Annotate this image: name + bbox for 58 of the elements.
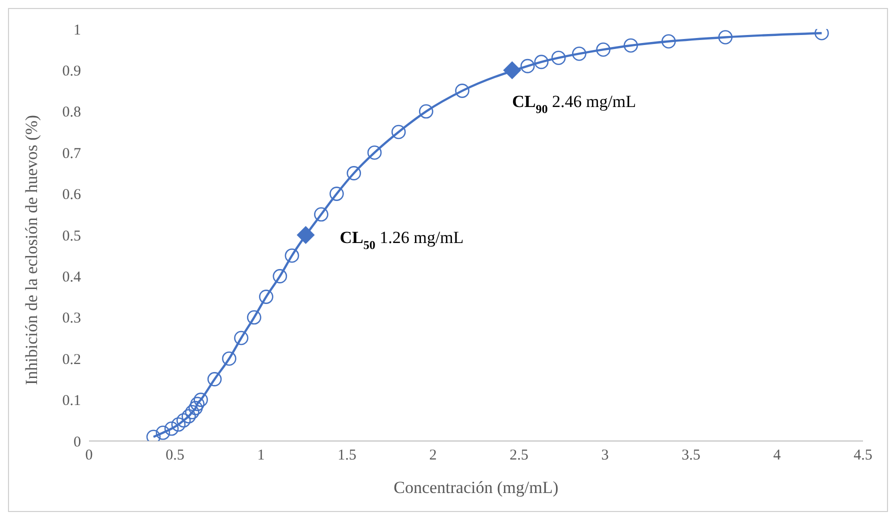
point [314,207,328,222]
point [596,42,610,57]
point [534,54,549,70]
y-tick-label: 0.1 [62,393,81,410]
point [284,248,300,263]
point [391,124,406,140]
x-tick-label: 0.5 [166,448,184,464]
x-tick-label: 3.5 [682,448,700,464]
y-tick-label: 0.7 [62,146,82,162]
y-tick-label: 0.5 [62,228,81,244]
point [234,330,248,346]
annotation: CL$_{90}$ 2.46 mg/mL [512,92,636,116]
y-tick-label: 1 [74,22,81,38]
point [520,58,535,74]
point [296,226,315,244]
point [185,405,200,420]
point [503,61,522,80]
point [259,290,274,304]
point [188,400,203,416]
point [624,38,638,53]
point [418,104,434,119]
point [194,392,208,407]
point [164,421,179,436]
y-tick-label: 0.4 [62,270,82,286]
point [207,372,222,386]
point [346,166,362,180]
annotation: CL$_{50}$ 1.26 mg/mL [340,228,464,252]
y-tick-label: 0.2 [62,352,81,368]
y-tick-label: 0.8 [62,104,81,121]
x-tick-label: 4.5 [854,448,872,464]
point [718,30,733,44]
point [182,409,196,424]
y-tick-label: 0.6 [62,187,82,204]
point [551,50,566,65]
point [330,186,344,201]
x-tick-label: 1 [257,448,265,464]
x-axis-title: Concentración (mg/mL) [394,478,558,497]
point [190,396,205,412]
x-tick-label: 3 [601,448,609,464]
x-tick-label: 2.5 [510,448,528,464]
x-tick-label: 1.5 [338,448,356,464]
x-tick-label: 2 [429,448,437,464]
point [367,145,382,160]
x-tick-label: 0 [85,448,93,464]
point [272,269,288,284]
point [661,34,676,49]
y-tick-label: 0.9 [62,64,81,80]
y-axis-title: Inhibición de la eclosión de huevos (%) [22,114,42,385]
point [455,84,470,98]
point [572,46,586,61]
y-tick-label: 0.3 [62,310,81,327]
point [222,351,236,366]
y-tick-label: 0 [74,434,81,450]
point [171,417,186,432]
point [156,426,170,440]
point [246,310,262,325]
point [176,413,191,428]
x-tick-label: 4 [773,448,782,464]
